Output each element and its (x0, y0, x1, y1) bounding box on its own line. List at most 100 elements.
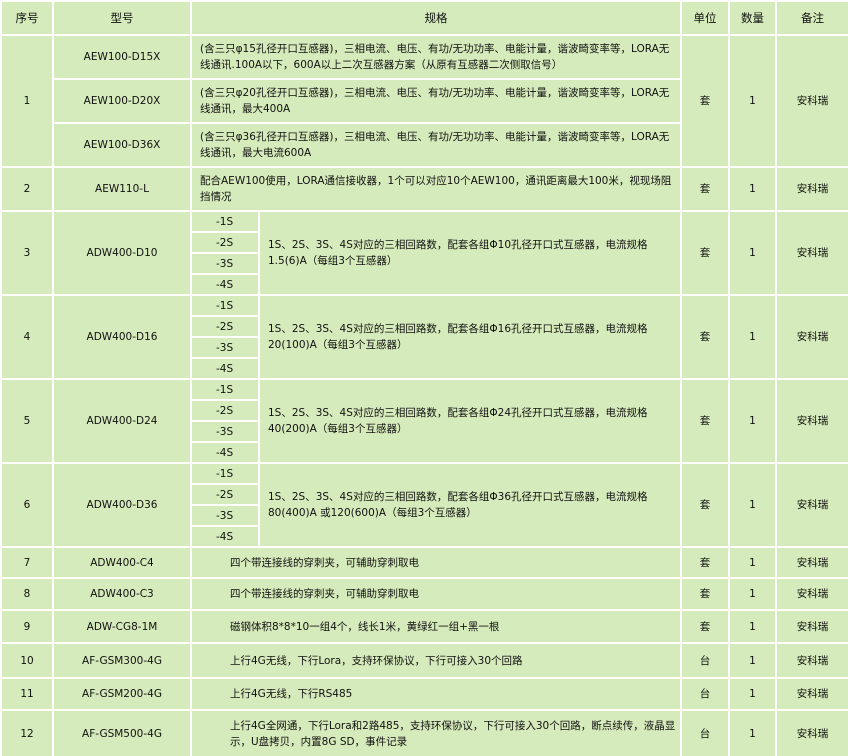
model: ADW400-D24 (52, 378, 192, 464)
option: -1S (190, 210, 260, 233)
remark: 安科瑞 (775, 709, 848, 756)
option: -4S (190, 441, 260, 464)
spec: 上行4G无线，下行Lora，支持环保协议，下行可接入30个回路 (190, 642, 682, 679)
table-row: -3S (1, 420, 848, 443)
row-number: 4 (0, 294, 54, 380)
table-row: 11 AF-GSM200-4G 上行4G无线，下行RS485 台 1 安科瑞 (0, 677, 848, 711)
row-number: 11 (0, 677, 54, 711)
quantity: 1 (728, 210, 777, 296)
remark: 安科瑞 (775, 546, 848, 579)
option: -4S (190, 273, 260, 296)
quantity: 1 (728, 34, 777, 168)
quantity: 1 (728, 609, 777, 644)
spec: (含三只φ15孔径开口互感器)，三相电流、电压、有功/无功功率、电能计量，谐波畸… (190, 34, 682, 80)
remark: 安科瑞 (775, 642, 848, 679)
table-row: -4S (1, 441, 848, 464)
table-row: -2S (1, 231, 848, 254)
table-row: 2 AEW110-L 配合AEW100使用，LORA通信接收器，1个可以对应10个A… (0, 166, 848, 212)
option: -3S (190, 336, 260, 359)
spec: 上行4G全网通，下行Lora和2路485，支持环保协议，下行可接入30个回路，断… (190, 709, 682, 756)
header-cell: 数量 (728, 0, 777, 36)
unit: 套 (680, 34, 730, 168)
remark: 安科瑞 (775, 462, 848, 548)
unit: 台 (680, 642, 730, 679)
row-number: 3 (0, 210, 54, 296)
model: AF-GSM200-4G (52, 677, 192, 711)
option: -1S (190, 294, 260, 317)
unit: 套 (680, 577, 730, 611)
quantity: 1 (728, 546, 777, 579)
header-cell: 序号 (0, 0, 54, 36)
row-number: 9 (0, 609, 54, 644)
model: AEW100-D20X (52, 78, 192, 124)
row-number: 12 (0, 709, 54, 756)
quantity: 1 (728, 677, 777, 711)
row-number: 5 (0, 378, 54, 464)
model: AF-GSM500-4G (52, 709, 192, 756)
remark: 安科瑞 (775, 166, 848, 212)
spec: 1S、2S、3S、4S对应的三相回路数，配套各组Φ24孔径开口式互感器，电流规格… (258, 378, 682, 464)
spec: (含三只φ36孔径开口互感器)，三相电流、电压、有功/无功功率、电能计量，谐波畸… (190, 122, 682, 168)
table-row: -4S (1, 357, 848, 380)
table-row: 8 ADW400-C3 四个带连接线的穿刺夹，可辅助穿刺取电套 1 安科瑞 (0, 577, 848, 611)
quantity: 1 (728, 294, 777, 380)
table-row: 12 AF-GSM500-4G 上行4G全网通，下行Lora和2路485，支持环保协… (0, 709, 848, 756)
table-row: -2S (1, 399, 848, 422)
row-number: 2 (0, 166, 54, 212)
table-row: -2S (1, 315, 848, 338)
table-row: -3S (1, 336, 848, 359)
option: -3S (190, 252, 260, 275)
table-row: 4 ADW400-D16 -1S 1S、2S、3S、4S对应的三相回路数，配套各组Φ1… (0, 294, 848, 380)
model: ADW400-C3 (52, 577, 192, 611)
option: -2S (190, 399, 260, 422)
table-row: AEW100-D20X (含三只φ20孔径开口互感器)，三相电流、电压、有功/无功… (1, 78, 848, 124)
option: -3S (190, 420, 260, 443)
table-row: 5 ADW400-D24 -1S 1S、2S、3S、4S对应的三相回路数，配套各组Φ2… (0, 378, 848, 464)
quantity: 1 (728, 709, 777, 756)
row-number: 7 (0, 546, 54, 579)
table-row: -4S (1, 273, 848, 296)
row-number: 6 (0, 462, 54, 548)
table-row: 10 AF-GSM300-4G 上行4G无线，下行Lora，支持环保协议，下行可接入… (0, 642, 848, 679)
table-row: -2S (1, 483, 848, 506)
spec: 磁钢体积8*8*10一组4个，线长1米，黄绿红一组+黑一根 (190, 609, 682, 644)
spec: 1S、2S、3S、4S对应的三相回路数，配套各组Φ10孔径开口式互感器，电流规格… (258, 210, 682, 296)
spec: 上行4G无线，下行RS485 (190, 677, 682, 711)
spec: 四个带连接线的穿刺夹，可辅助穿刺取电 (190, 577, 682, 611)
remark: 安科瑞 (775, 609, 848, 644)
option: -4S (190, 525, 260, 548)
option: -3S (190, 504, 260, 527)
spec: 1S、2S、3S、4S对应的三相回路数，配套各组Φ36孔径开口式互感器，电流规格… (258, 462, 682, 548)
row-number: 8 (0, 577, 54, 611)
table-row: 1 AEW100-D15X (含三只φ15孔径开口互感器)，三相电流、电压、有功/无… (0, 34, 848, 168)
remark: 安科瑞 (775, 577, 848, 611)
row-number: 1 (0, 34, 54, 168)
model: ADW400-D16 (52, 294, 192, 380)
remark: 安科瑞 (775, 210, 848, 296)
table-row: 9 ADW-CG8-1M 磁钢体积8*8*10一组4个，线长1米，黄绿红一组+黑一根… (0, 609, 848, 644)
model: ADW400-D10 (52, 210, 192, 296)
spec: 四个带连接线的穿刺夹，可辅助穿刺取电 (190, 546, 682, 579)
model: AEW110-L (52, 166, 192, 212)
remark: 安科瑞 (775, 378, 848, 464)
model: AEW100-D15X (52, 34, 192, 80)
quantity: 1 (728, 378, 777, 464)
model: ADW400-C4 (52, 546, 192, 579)
header-cell: 单位 (680, 0, 730, 36)
unit: 套 (680, 166, 730, 212)
table-row: AEW100-D36X (含三只φ36孔径开口互感器)，三相电流、电压、有功/无功… (1, 122, 848, 168)
option: -2S (190, 315, 260, 338)
unit: 套 (680, 609, 730, 644)
option: -1S (190, 462, 260, 485)
unit: 台 (680, 709, 730, 756)
remark: 安科瑞 (775, 677, 848, 711)
unit: 套 (680, 462, 730, 548)
table-row: -4S (1, 525, 848, 548)
model: AF-GSM300-4G (52, 642, 192, 679)
option: -1S (190, 378, 260, 401)
row-number: 10 (0, 642, 54, 679)
spec: 1S、2S、3S、4S对应的三相回路数，配套各组Φ16孔径开口式互感器，电流规格… (258, 294, 682, 380)
table-row: 3 ADW400-D10 -1S 1S、2S、3S、4S对应的三相回路数，配套各组Φ1… (0, 210, 848, 296)
